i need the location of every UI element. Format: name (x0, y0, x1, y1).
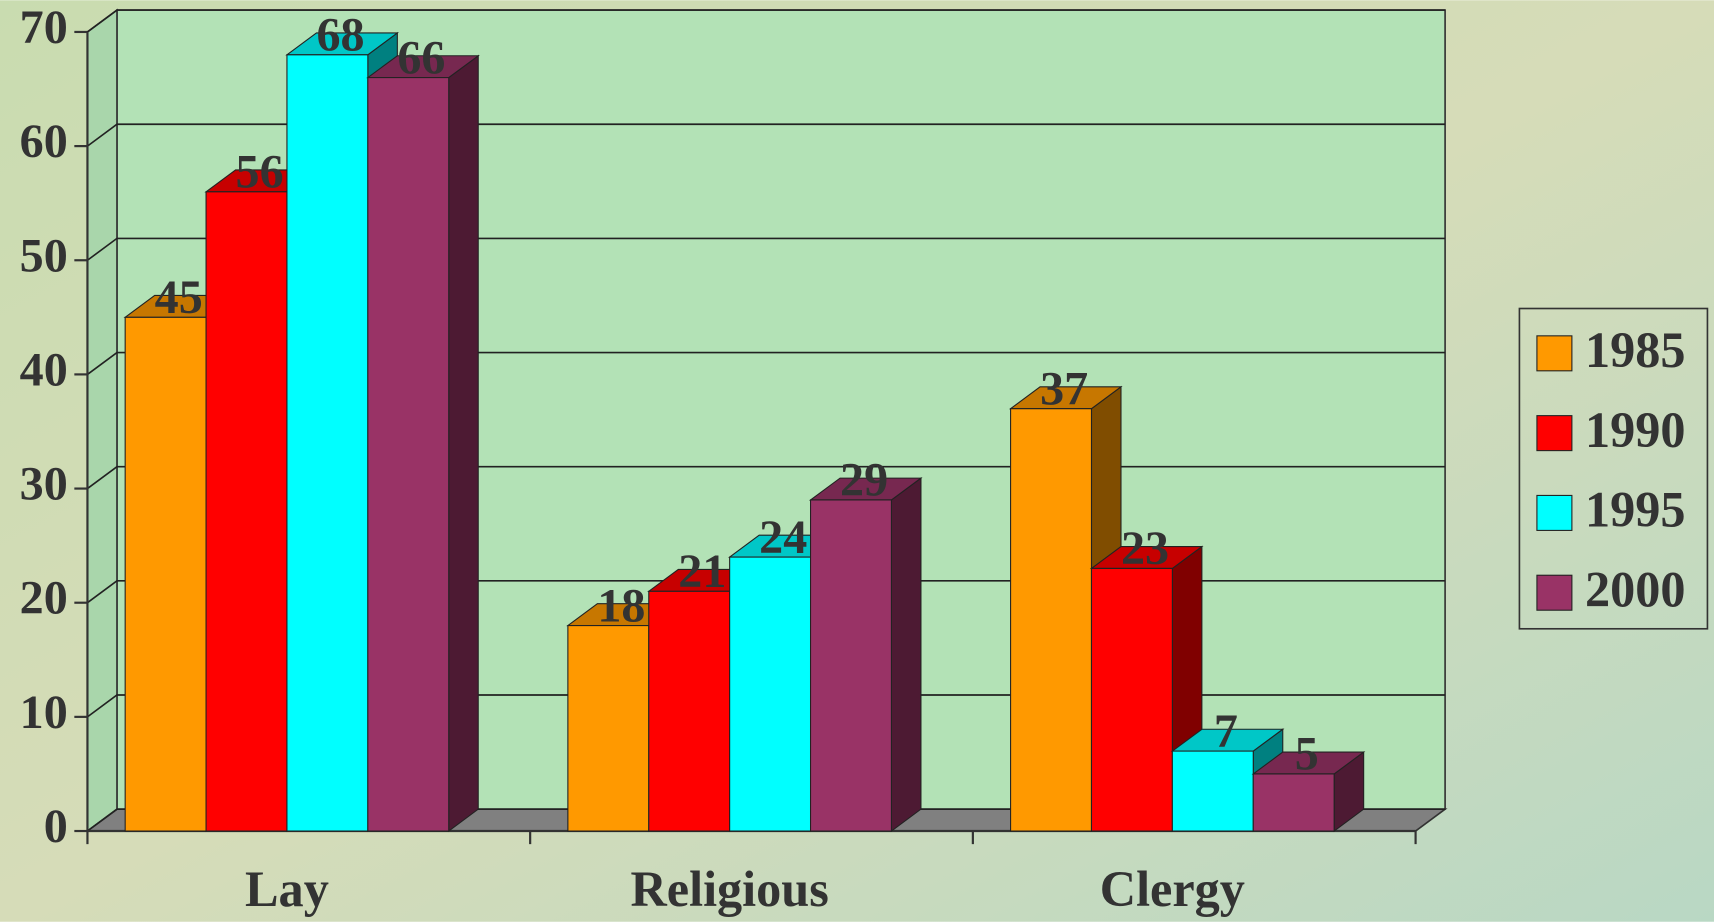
grid-line (86, 465, 1446, 490)
y-tick-label: 20 (20, 572, 68, 625)
data-label: 5 (1295, 728, 1319, 781)
grid-line (86, 351, 1446, 376)
grid-line (86, 237, 1446, 261)
grid-line (86, 123, 1446, 147)
bar-front (1090, 567, 1173, 832)
y-tick-label: 70 (20, 1, 68, 54)
y-tick-label: 40 (20, 343, 68, 396)
legend-label: 1995 (1585, 482, 1686, 538)
bar-front (286, 54, 369, 832)
y-tick-label: 10 (20, 686, 68, 739)
grid-line (86, 580, 1446, 604)
data-label: 66 (397, 31, 445, 84)
legend-swatch (1536, 335, 1573, 372)
y-tick-label: 50 (20, 229, 68, 282)
data-label: 29 (840, 454, 888, 507)
grid-line (86, 808, 1446, 832)
y-tick-label: 0 (44, 800, 68, 853)
data-label: 37 (1040, 362, 1088, 415)
bar-front (205, 191, 288, 832)
bar-front (1171, 750, 1254, 832)
bar-front (124, 316, 207, 832)
x-tick-label: Religious (631, 861, 829, 917)
legend-box (1518, 307, 1709, 630)
bar-side (448, 54, 479, 833)
data-label: 68 (316, 9, 364, 62)
bar-front (648, 590, 731, 832)
bar (366, 54, 480, 833)
legend-label: 2000 (1585, 561, 1686, 617)
bar-front (729, 556, 812, 832)
legend-swatch (1536, 574, 1573, 611)
data-label: 23 (1121, 522, 1169, 575)
x-tick-label: Clergy (1100, 861, 1245, 917)
bar-front (1010, 408, 1093, 832)
y-tick-label: 30 (20, 458, 68, 511)
data-label: 56 (236, 145, 284, 198)
legend-label: 1990 (1585, 402, 1686, 458)
bar-front (809, 499, 892, 832)
bar-front (1252, 773, 1335, 832)
bar-front (367, 77, 450, 832)
data-label: 18 (597, 579, 645, 632)
legend-label: 1985 (1585, 322, 1686, 378)
y-tick-label: 60 (20, 115, 68, 168)
bar-front (567, 624, 650, 832)
bar-side (890, 477, 922, 833)
grid-line (86, 694, 1446, 718)
legend-swatch (1536, 494, 1573, 531)
data-label: 7 (1214, 705, 1238, 758)
data-label: 21 (678, 545, 726, 598)
data-label: 24 (759, 511, 807, 564)
bar (1251, 750, 1366, 833)
x-tick-label: Lay (245, 861, 329, 917)
data-label: 45 (155, 271, 203, 324)
grid-line (86, 9, 1446, 33)
bar (808, 477, 923, 833)
side-wall (86, 8, 118, 833)
legend-swatch (1536, 415, 1573, 452)
